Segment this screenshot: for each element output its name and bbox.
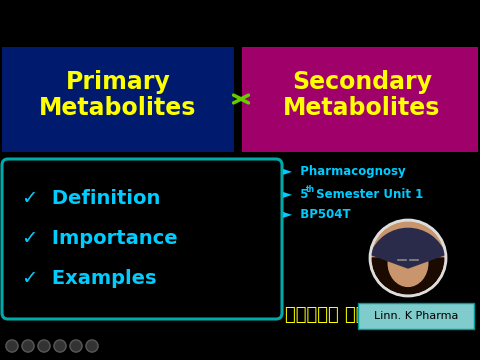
FancyBboxPatch shape [2, 159, 282, 319]
Text: Primary
Metabolites: Primary Metabolites [39, 69, 197, 121]
Circle shape [6, 340, 18, 352]
Text: ✓  Examples: ✓ Examples [22, 269, 156, 288]
Text: Linn. K Pharma: Linn. K Pharma [374, 311, 458, 321]
Text: ✓  Definition: ✓ Definition [22, 189, 160, 207]
Text: Secondary
Metabolites: Secondary Metabolites [283, 69, 441, 121]
Circle shape [38, 340, 50, 352]
Circle shape [54, 340, 66, 352]
Circle shape [86, 340, 98, 352]
Circle shape [22, 340, 34, 352]
Text: ✓  Importance: ✓ Importance [22, 229, 178, 248]
FancyBboxPatch shape [242, 47, 478, 152]
Text: Semester Unit 1: Semester Unit 1 [312, 188, 423, 201]
Circle shape [372, 222, 444, 294]
Text: ►  Pharmacognosy: ► Pharmacognosy [283, 166, 406, 179]
Circle shape [70, 340, 82, 352]
Text: हिंदी में: हिंदी में [285, 306, 377, 324]
Wedge shape [372, 258, 444, 294]
Circle shape [370, 220, 446, 296]
Wedge shape [371, 228, 445, 268]
Ellipse shape [388, 240, 428, 287]
Text: th: th [306, 185, 315, 194]
FancyBboxPatch shape [358, 303, 474, 329]
Text: ►  BP504T: ► BP504T [283, 207, 350, 220]
FancyBboxPatch shape [2, 47, 234, 152]
Text: ►  5: ► 5 [283, 188, 309, 201]
